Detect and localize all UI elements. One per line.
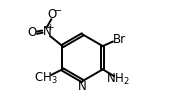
Text: Br: Br xyxy=(113,33,126,46)
Text: O: O xyxy=(28,26,37,39)
Text: O: O xyxy=(48,8,57,22)
Text: N: N xyxy=(42,25,51,38)
Text: +: + xyxy=(46,23,54,32)
Text: N: N xyxy=(78,80,87,93)
Text: −: − xyxy=(54,6,62,16)
Text: NH$_2$: NH$_2$ xyxy=(106,72,130,87)
Text: CH$_3$: CH$_3$ xyxy=(34,71,58,86)
